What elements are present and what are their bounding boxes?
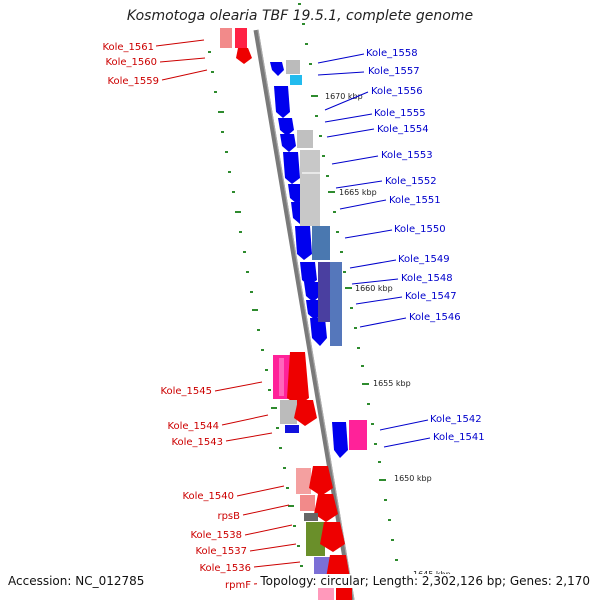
gene-arrow-kole-1537[interactable] xyxy=(320,522,345,552)
forward-genes xyxy=(220,28,352,600)
right-leaders xyxy=(317,53,431,448)
gene-label-kole-1541[interactable]: Kole_1541 xyxy=(433,432,485,443)
gene-arrow-kole-1555[interactable] xyxy=(278,118,294,136)
kbp-marker-1650: 1650 kbp xyxy=(394,474,432,483)
gene-label-kole-1538[interactable]: Kole_1538 xyxy=(190,530,242,541)
kbp-marker-1655: 1655 kbp xyxy=(373,379,411,388)
gene-label-kole-1547[interactable]: Kole_1547 xyxy=(405,291,457,302)
gene-arrow-kole-1545[interactable] xyxy=(287,352,309,406)
gene-label-kole-1537[interactable]: Kole_1537 xyxy=(195,546,247,557)
gene-arrow-kole-1550[interactable] xyxy=(295,226,312,260)
gene-block-kole-1550[interactable] xyxy=(312,226,330,260)
gene-arrow-kole-1558[interactable] xyxy=(270,62,284,76)
gene-label-kole-1545[interactable]: Kole_1545 xyxy=(160,386,212,397)
reverse-genes xyxy=(270,60,367,458)
kbp-marker-1670: 1670 kbp xyxy=(325,92,363,101)
map-title: Kosmotoga olearia TBF 19.5.1, complete g… xyxy=(126,8,474,24)
gene-arrow-kole-1554[interactable] xyxy=(280,134,296,152)
gene-block-kole-1549[interactable] xyxy=(318,262,332,322)
genome-backbone xyxy=(253,29,355,600)
gene-arrow-kole-1556[interactable] xyxy=(274,86,290,118)
gene-arrow-rpsb[interactable] xyxy=(314,494,338,522)
gene-label-kole-1546[interactable]: Kole_1546 xyxy=(409,312,461,323)
gene-block-kole-1561[interactable] xyxy=(220,28,232,48)
gene-block-kole-1548[interactable] xyxy=(330,262,342,346)
gene-block-kole-1557[interactable] xyxy=(290,75,302,85)
gene-arrow-kole-1553[interactable] xyxy=(283,152,300,184)
accession-text: Accession: NC_012785 xyxy=(8,574,145,588)
gene-label-rpsb[interactable]: rpsB xyxy=(217,511,240,522)
genome-backbone-highlight xyxy=(257,29,355,600)
gene-label-kole-1559[interactable]: Kole_1559 xyxy=(107,76,159,87)
gene-label-kole-1553[interactable]: Kole_1553 xyxy=(381,150,433,161)
gene-arrow-kole-1559[interactable] xyxy=(236,48,252,64)
gene-arrow-kole-1544[interactable] xyxy=(294,400,317,426)
gene-label-kole-1548[interactable]: Kole_1548 xyxy=(401,273,453,284)
gene-label-rpmf[interactable]: rpmF xyxy=(225,580,251,591)
gene-block-kole-1544[interactable] xyxy=(280,400,297,424)
gene-label-kole-1536[interactable]: Kole_1536 xyxy=(199,563,251,574)
gene-block-kole-1538[interactable] xyxy=(304,513,318,521)
gene-label-kole-1542[interactable]: Kole_1542 xyxy=(430,414,482,425)
gene-arrow-kole-1542[interactable] xyxy=(332,422,348,458)
gene-block-kole-1560[interactable] xyxy=(235,28,247,48)
gene-block-kole-1553[interactable] xyxy=(297,130,313,148)
gene-label-kole-1554[interactable]: Kole_1554 xyxy=(377,124,429,135)
gene-block-kole-1537[interactable] xyxy=(306,522,325,556)
gene-label-kole-1549[interactable]: Kole_1549 xyxy=(398,254,450,265)
kbp-marker-1665: 1665 kbp xyxy=(339,188,377,197)
gene-block-kole-1540[interactable] xyxy=(296,468,311,494)
gene-block-rpsb[interactable] xyxy=(300,495,315,511)
gene-label-kole-1544[interactable]: Kole_1544 xyxy=(167,421,219,432)
gene-block-kole-1536[interactable] xyxy=(314,557,330,575)
gene-arrow-kole-1549[interactable] xyxy=(300,262,317,286)
gene-label-kole-1540[interactable]: Kole_1540 xyxy=(182,491,234,502)
gene-block-kole-1552[interactable] xyxy=(300,150,320,226)
gene-block-kole-1543[interactable] xyxy=(285,425,299,433)
gene-arrow-kole-1548[interactable] xyxy=(304,282,320,302)
gene-label-kole-1552[interactable]: Kole_1552 xyxy=(385,176,437,187)
gene-label-kole-1551[interactable]: Kole_1551 xyxy=(389,195,441,206)
gene-label-kole-1561[interactable]: Kole_1561 xyxy=(102,42,154,53)
gene-label-kole-1556[interactable]: Kole_1556 xyxy=(371,86,423,97)
left-leaders xyxy=(155,39,301,585)
gene-block-kole-1558[interactable] xyxy=(286,60,300,74)
gene-label-kole-1555[interactable]: Kole_1555 xyxy=(374,108,426,119)
gene-label-kole-1560[interactable]: Kole_1560 xyxy=(105,57,157,68)
gene-label-kole-1558[interactable]: Kole_1558 xyxy=(366,48,418,59)
gene-label-kole-1543[interactable]: Kole_1543 xyxy=(171,437,223,448)
topology-summary: Topology: circular; Length: 2,302,126 bp… xyxy=(257,574,590,588)
gene-arrow-kole-1546[interactable] xyxy=(310,318,327,346)
gene-label-kole-1550[interactable]: Kole_1550 xyxy=(394,224,446,235)
left-ticks xyxy=(208,51,307,587)
kbp-marker-1660: 1660 kbp xyxy=(355,284,393,293)
gene-arrow-kole-1540[interactable] xyxy=(309,466,333,496)
gene-label-kole-1557[interactable]: Kole_1557 xyxy=(368,66,420,77)
gene-block-kole-1541[interactable] xyxy=(349,420,367,450)
